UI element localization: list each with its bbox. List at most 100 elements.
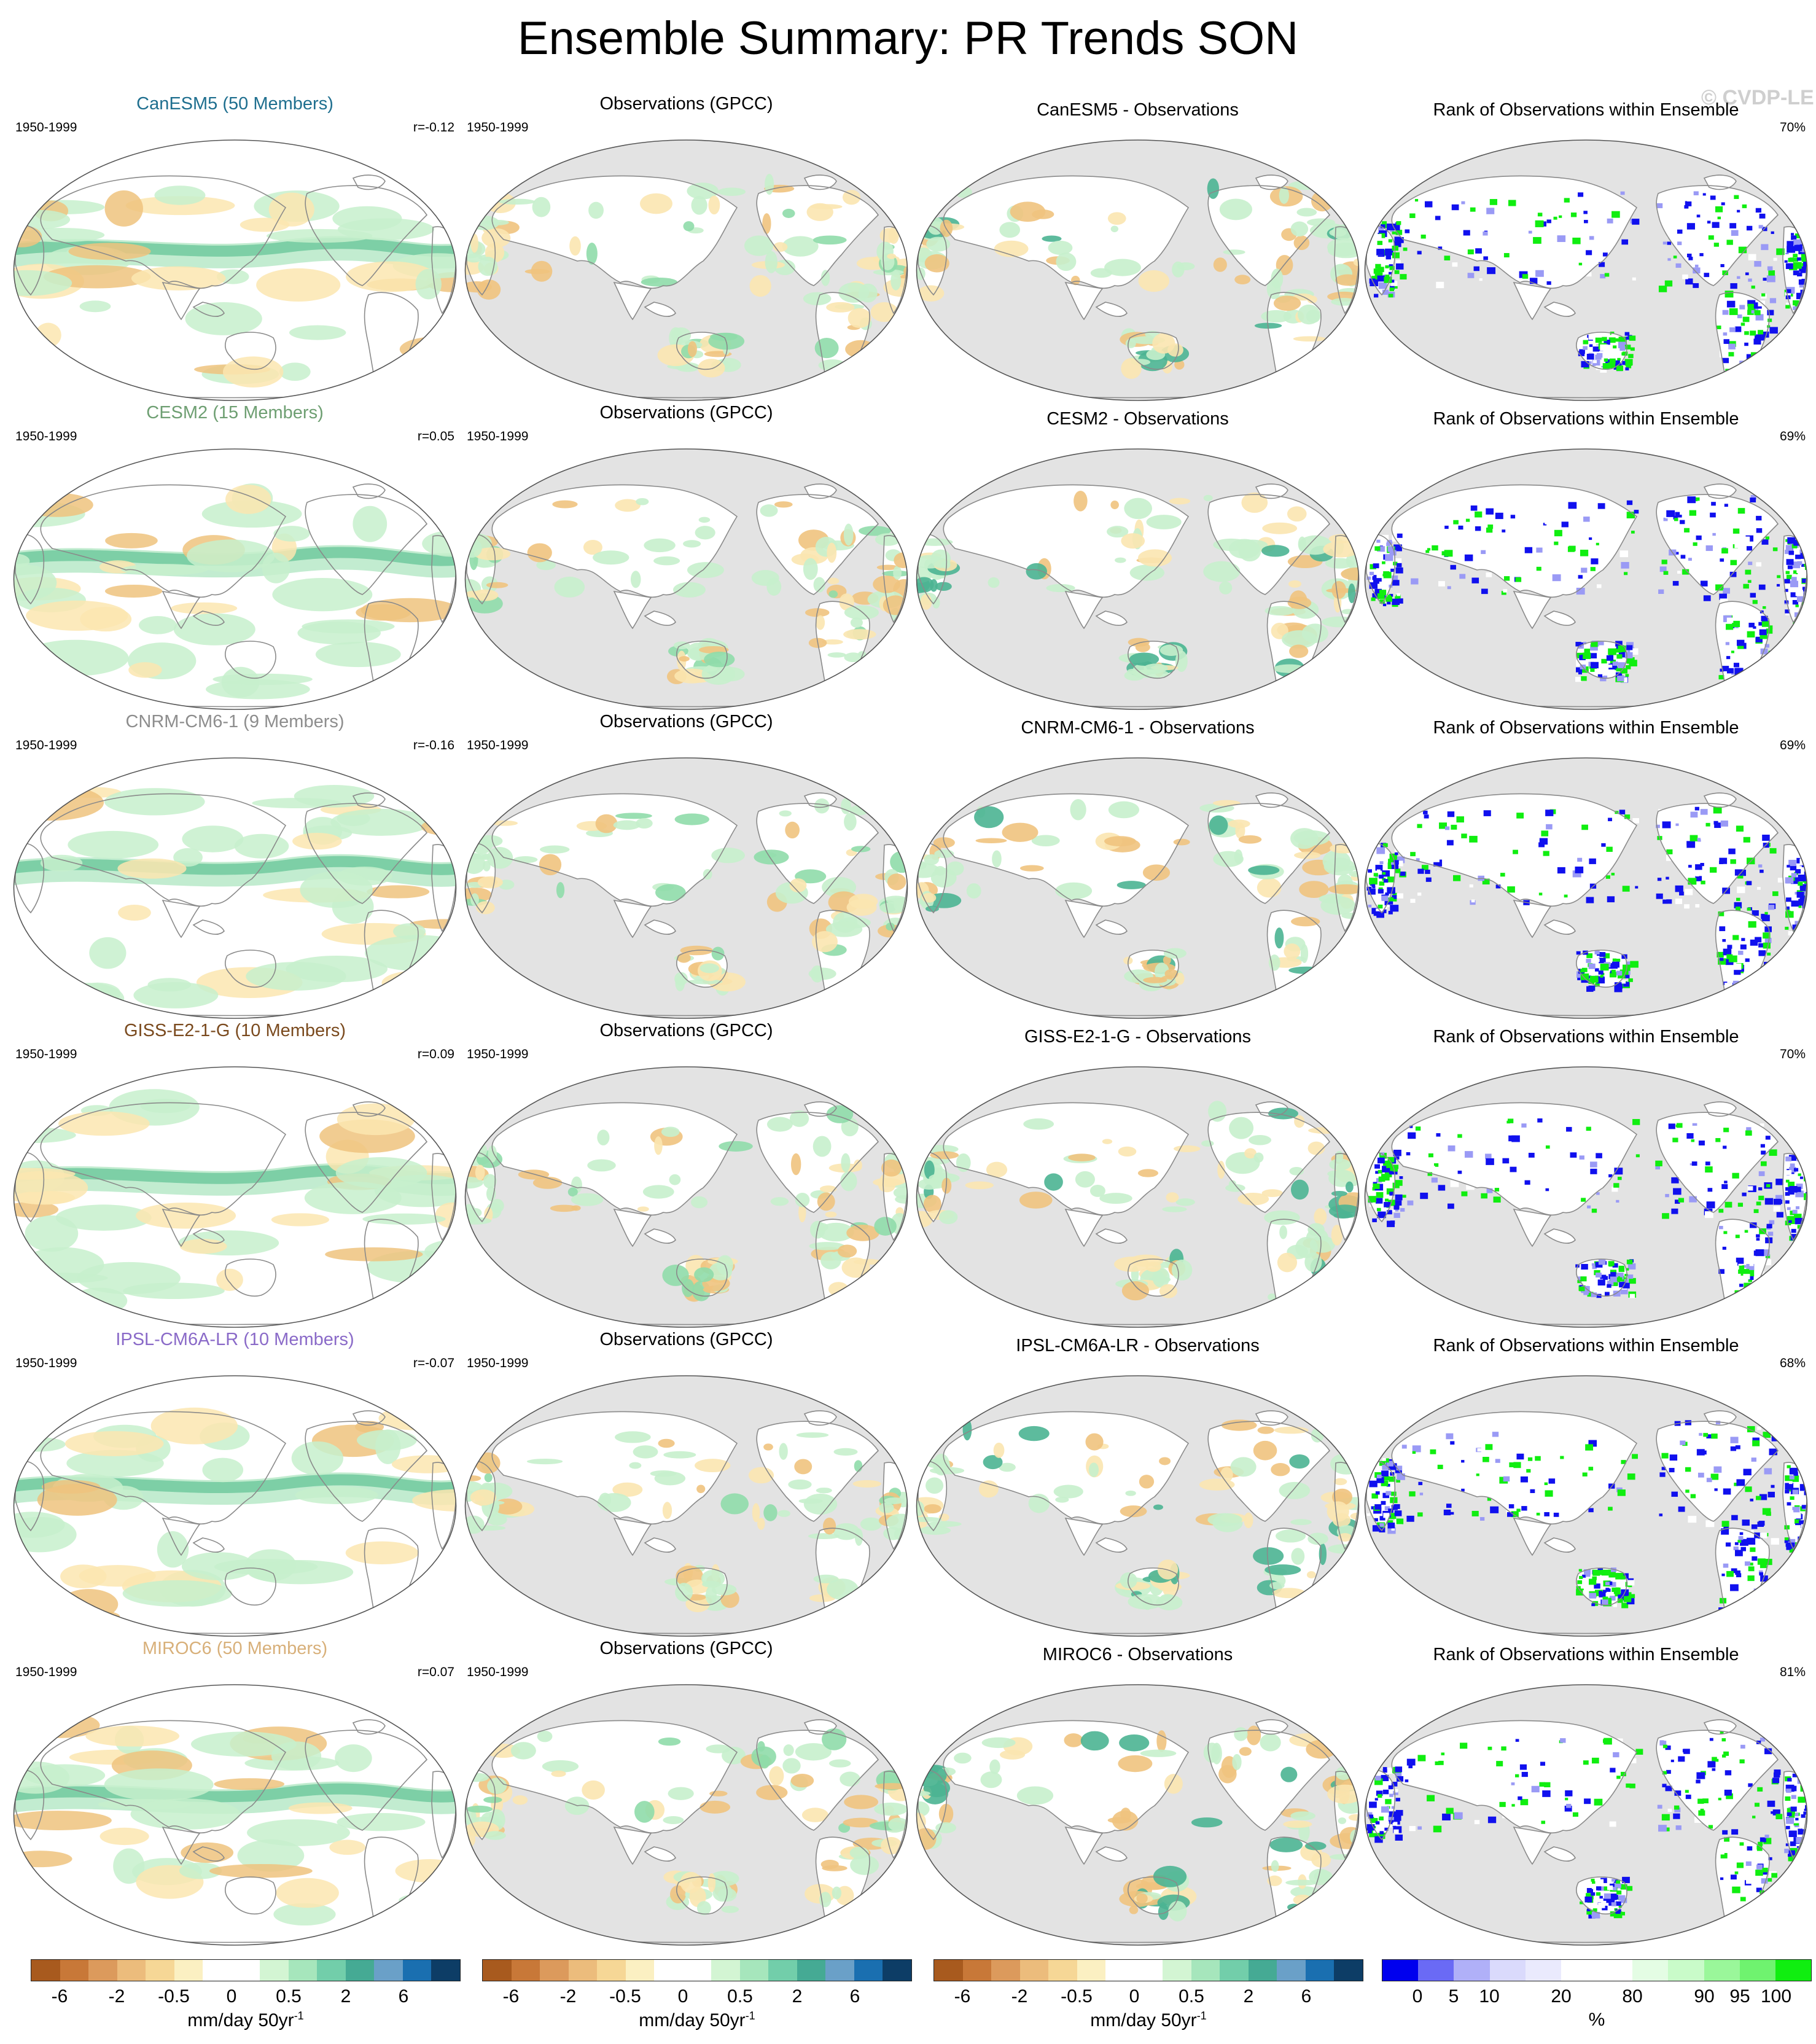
globe-outline xyxy=(464,448,908,710)
globe-outline xyxy=(464,139,908,401)
colorbar-swatch xyxy=(934,1960,963,1981)
globe-outline xyxy=(464,1375,908,1637)
colorbar-swatch xyxy=(483,1960,512,1981)
panel-diff-row2: CESM2 - Observations xyxy=(912,407,1363,714)
panel-model-row5: IPSL-CM6A-LR (10 Members) 1950-1999 r=-0.0… xyxy=(9,1330,461,1641)
panel-diff-row6: MIROC6 - Observations xyxy=(912,1643,1363,1950)
panel-title: Observations (GPCC) xyxy=(599,1021,773,1040)
colorbar-tick-label: -2 xyxy=(108,1986,125,2007)
map-rank-row5 xyxy=(1364,1375,1808,1637)
map-diff-row5 xyxy=(916,1375,1360,1637)
map-area xyxy=(912,1680,1363,1950)
colorbar-tick-label: 0 xyxy=(677,1986,688,2007)
panel-title: GISS-E2-1-G (10 Members) xyxy=(124,1021,346,1040)
colorbar-label: mm/day 50yr-1 xyxy=(639,2010,755,2030)
panel-title: CanESM5 - Observations xyxy=(1037,100,1239,120)
colorbar-swatch xyxy=(1489,1960,1526,1981)
panel-diff-row5: IPSL-CM6A-LR - Observations xyxy=(912,1334,1363,1641)
map-model-row3 xyxy=(13,757,457,1019)
map-area xyxy=(1360,1371,1812,1641)
colorbar-swatch xyxy=(1134,1960,1163,1981)
panel-title: Rank of Observations within Ensemble xyxy=(1433,1645,1739,1664)
map-obs-row1 xyxy=(464,139,908,401)
correlation-label: r=0.05 xyxy=(417,429,454,443)
map-obs-row3 xyxy=(464,757,908,1019)
colorbar-label: mm/day 50yr-1 xyxy=(1090,2010,1207,2030)
colorbar-tick-label: -6 xyxy=(954,1986,971,2007)
colorbar-swatch xyxy=(962,1960,992,1981)
map-obs-row2 xyxy=(464,448,908,710)
map-obs-row4 xyxy=(464,1066,908,1328)
colorbar-tick-label: -0.5 xyxy=(1061,1986,1093,2007)
globe-outline xyxy=(916,139,1360,401)
colorbar-tick-label: 0 xyxy=(1129,1986,1140,2007)
panel-obs-row4: Observations (GPCC) 1950-1999 xyxy=(461,1021,912,1332)
globe-outline xyxy=(13,448,457,710)
panel-title: IPSL-CM6A-LR - Observations xyxy=(1016,1336,1260,1356)
period-label: 1950-1999 xyxy=(15,1047,77,1061)
colorbar-swatch xyxy=(174,1960,203,1981)
colorbar-tick-label: -2 xyxy=(559,1986,577,2007)
colorbar-swatch xyxy=(1597,1960,1633,1981)
map-area xyxy=(1360,1680,1812,1950)
map-rank-row1 xyxy=(1364,139,1808,401)
map-area xyxy=(1360,444,1812,714)
colorbar-swatch xyxy=(1248,1960,1277,1981)
colorbar-label: % xyxy=(1588,2010,1605,2030)
colorbar-swatch xyxy=(345,1960,375,1981)
map-area xyxy=(9,753,461,1023)
colorbar-swatch xyxy=(1632,1960,1669,1981)
globe-outline xyxy=(916,1066,1360,1328)
colorbar-swatch xyxy=(797,1960,826,1981)
colorbar-swatch xyxy=(825,1960,854,1981)
colorbar-swatch xyxy=(1220,1960,1249,1981)
rank-percent-label: 70% xyxy=(1779,1047,1806,1061)
map-rank-row2 xyxy=(1364,448,1808,710)
period-label: 1950-1999 xyxy=(15,1356,77,1370)
period-label: 1950-1999 xyxy=(15,738,77,752)
figure-title: Ensemble Summary: PR Trends SON xyxy=(517,12,1299,64)
colorbar-swatch xyxy=(260,1960,289,1981)
map-area xyxy=(461,1062,912,1332)
map-area xyxy=(461,444,912,714)
colorbar-1: -6 -2 -0.5 0 0.5 2 6 mm/day 50yr-1 xyxy=(31,1959,461,2033)
map-area xyxy=(9,1371,461,1641)
globe-outline xyxy=(13,1684,457,1946)
globe-outline xyxy=(1364,757,1808,1019)
colorbar-tick-label: 80 xyxy=(1622,1986,1643,2007)
panel-title: MIROC6 (50 Members) xyxy=(142,1639,328,1658)
colorbar-tick-label: 2 xyxy=(1243,1986,1254,2007)
map-obs-row6 xyxy=(464,1684,908,1946)
colorbar-swatch xyxy=(654,1960,683,1981)
colorbar-tick-label: 0 xyxy=(226,1986,237,2007)
period-label: 1950-1999 xyxy=(467,1356,529,1370)
map-area xyxy=(9,1062,461,1332)
map-area xyxy=(1360,1062,1812,1332)
colorbar-swatch xyxy=(1668,1960,1704,1981)
colorbar-swatch xyxy=(1454,1960,1490,1981)
map-model-row4 xyxy=(13,1066,457,1328)
colorbar-swatch xyxy=(317,1960,346,1981)
colorbar-tick-label: 0.5 xyxy=(727,1986,753,2007)
map-model-row6 xyxy=(13,1684,457,1946)
colorbar-swatch xyxy=(1163,1960,1191,1981)
colorbar-swatch xyxy=(431,1960,460,1981)
colorbar-swatch xyxy=(1739,1960,1775,1981)
panel-rank-row1: Rank of Observations within Ensemble 70% xyxy=(1360,98,1812,405)
panel-diff-row3: CNRM-CM6-1 - Observations xyxy=(912,716,1363,1023)
period-label: 1950-1999 xyxy=(467,120,529,135)
colorbar-swatch xyxy=(288,1960,318,1981)
map-diff-row3 xyxy=(916,757,1360,1019)
panel-title: CESM2 (15 Members) xyxy=(146,403,324,423)
colorbar-swatch xyxy=(1525,1960,1561,1981)
colorbar-swatch xyxy=(1077,1960,1106,1981)
map-rank-row4 xyxy=(1364,1066,1808,1328)
colorbar-tick-label: -0.5 xyxy=(609,1986,641,2007)
colorbar-swatch xyxy=(1305,1960,1335,1981)
colorbar-swatch xyxy=(854,1960,883,1981)
globe-outline xyxy=(916,1684,1360,1946)
colorbar-swatch xyxy=(117,1960,146,1981)
colorbar-swatch xyxy=(402,1960,432,1981)
colorbar-2: -6 -2 -0.5 0 0.5 2 6 mm/day 50yr-1 xyxy=(482,1959,912,2033)
panel-rank-row3: Rank of Observations within Ensemble 69% xyxy=(1360,716,1812,1023)
